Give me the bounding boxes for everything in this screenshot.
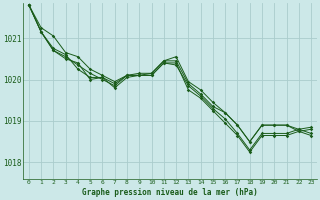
X-axis label: Graphe pression niveau de la mer (hPa): Graphe pression niveau de la mer (hPa) bbox=[82, 188, 258, 197]
